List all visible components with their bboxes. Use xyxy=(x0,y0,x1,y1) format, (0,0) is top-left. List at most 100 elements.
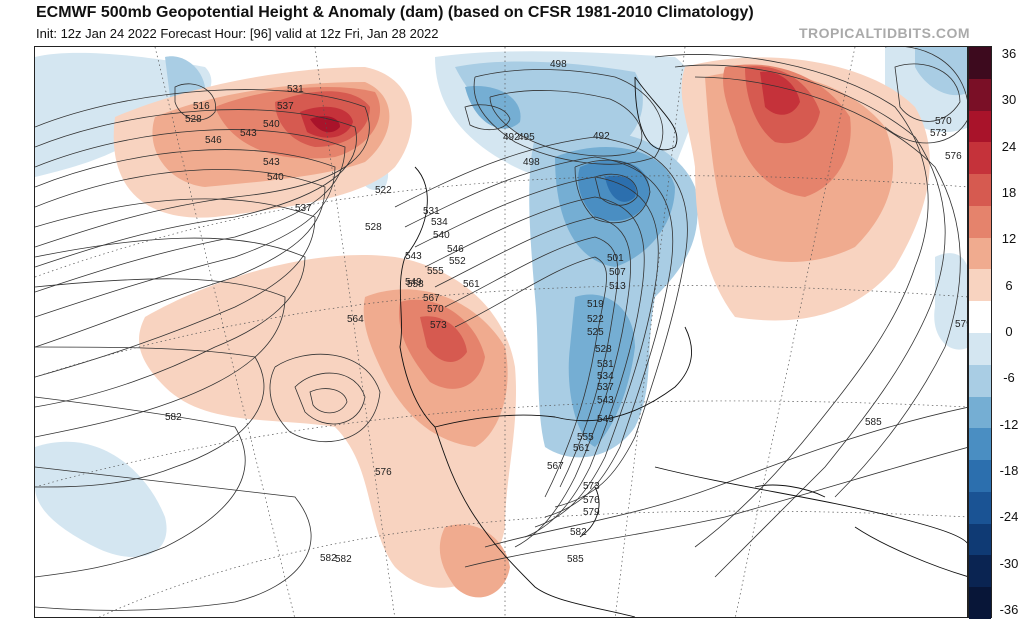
colorbar-swatch xyxy=(969,174,991,207)
contour-height-label: 582 xyxy=(570,527,587,538)
contour-height-label: 519 xyxy=(587,299,604,310)
contour-height-label: 576 xyxy=(375,467,392,478)
contour-height-label: 537 xyxy=(295,203,312,214)
colorbar-swatch xyxy=(969,269,991,302)
contour-height-label: 582 xyxy=(320,553,337,564)
contour-height-label: 546 xyxy=(447,244,464,255)
contour-height-label: 498 xyxy=(523,157,540,168)
colorbar-tick-label: 0 xyxy=(1005,324,1013,339)
contour-height-label: 525 xyxy=(587,327,604,338)
contour-height-label: 561 xyxy=(573,443,590,454)
contour-height-label: 507 xyxy=(609,267,626,278)
contour-height-label: 549 xyxy=(597,414,614,425)
colorbar-swatch xyxy=(969,237,991,270)
map-panel: 516 528 546 543 531 537 540 543 540 537 522 528 531 5… xyxy=(34,46,968,618)
colorbar-swatch xyxy=(969,523,991,556)
colorbar-swatch xyxy=(969,396,991,429)
contour-height-label: 585 xyxy=(567,554,584,565)
contour-height-label: 495 xyxy=(518,132,535,143)
contour-height-label: 543 xyxy=(405,251,422,262)
contour-height-label: 555 xyxy=(427,266,444,277)
contour-height-label: 537 xyxy=(277,101,294,112)
contour-height-label: 531 xyxy=(597,359,614,370)
contour-height-label: 522 xyxy=(587,314,604,325)
map-title: ECMWF 500mb Geopotential Height & Anomal… xyxy=(36,4,754,21)
contour-height-label: 537 xyxy=(597,382,614,393)
contour-height-label: 528 xyxy=(365,222,382,233)
colorbar-swatch xyxy=(969,364,991,398)
colorbar-swatch xyxy=(969,78,991,112)
contour-height-label: 582 xyxy=(335,554,352,565)
contour-height-label: 540 xyxy=(267,172,284,183)
colorbar-tick-label: 12 xyxy=(1001,231,1017,247)
colorbar-tick-label: -36 xyxy=(999,602,1019,617)
colorbar-tick-label: 18 xyxy=(1001,185,1017,200)
colorbar xyxy=(968,46,992,620)
contour-height-label: 528 xyxy=(595,344,612,355)
contour-height-label: 516 xyxy=(193,101,210,112)
contour-height-label: 570 xyxy=(427,304,444,315)
contour-height-label: 534 xyxy=(431,217,448,228)
map-subtitle: Init: 12z Jan 24 2022 Forecast Hour: [96… xyxy=(36,26,439,41)
contour-height-label: 573 xyxy=(430,320,447,331)
colorbar-swatch xyxy=(969,205,991,239)
contour-height-label: 513 xyxy=(609,281,626,292)
brand-watermark: TROPICALTIDBITS.COM xyxy=(798,25,970,41)
contour-height-label: 528 xyxy=(185,114,202,125)
contour-height-label: 552 xyxy=(449,256,466,267)
contour-height-label: 576 xyxy=(583,495,600,506)
coastlines xyxy=(399,76,967,617)
contour-height-label: 522 xyxy=(375,185,392,196)
colorbar-tick-label: -6 xyxy=(1003,370,1015,386)
contour-labels: 5165285465435315375405435405375225285315… xyxy=(165,59,968,565)
map-canvas: 5165285465435315375405435405375225285315… xyxy=(35,47,968,617)
colorbar-swatch xyxy=(969,142,991,175)
contour-height-label: 564 xyxy=(347,314,364,325)
contour-height-label: 498 xyxy=(550,59,567,70)
colorbar-tick-label: -30 xyxy=(999,555,1019,571)
colorbar-swatch xyxy=(969,491,991,525)
contour-height-label: 558 xyxy=(407,279,424,290)
contour-height-label: 492 xyxy=(503,132,520,143)
colorbar-tick-label: 30 xyxy=(1001,92,1017,108)
contour-height-label: 540 xyxy=(263,119,280,130)
contour-height-label: 570 xyxy=(935,116,952,127)
contour-height-label: 585 xyxy=(865,417,882,428)
contour-height-label: 579 xyxy=(955,319,968,330)
contour-height-label: 561 xyxy=(463,279,480,290)
contour-height-label: 567 xyxy=(423,293,440,304)
contour-height-label: 579 xyxy=(583,507,600,518)
contour-height-label: 576 xyxy=(945,151,962,162)
colorbar-tick-label: -12 xyxy=(999,416,1019,432)
colorbar-tick-label: 24 xyxy=(1001,138,1017,154)
contour-height-label: 543 xyxy=(240,128,257,139)
contour-height-label: 534 xyxy=(597,371,614,382)
colorbar-swatch xyxy=(969,333,991,366)
colorbar-tick-label: -24 xyxy=(999,509,1019,525)
contour-height-label: 546 xyxy=(205,135,222,146)
colorbar-swatch xyxy=(969,47,991,80)
graticule xyxy=(35,47,967,617)
contour-height-label: 492 xyxy=(593,131,610,142)
colorbar-tick-label: 6 xyxy=(1005,277,1013,293)
colorbar-swatch xyxy=(969,587,991,620)
contour-height-label: 573 xyxy=(583,481,600,492)
contour-height-label: 543 xyxy=(263,157,280,168)
height-contours xyxy=(35,47,967,611)
contour-height-label: 573 xyxy=(930,128,947,139)
contour-height-label: 567 xyxy=(547,461,564,472)
contour-height-label: 501 xyxy=(607,253,624,264)
contour-height-label: 543 xyxy=(597,395,614,406)
contour-height-label: 555 xyxy=(577,432,594,443)
contour-height-label: 531 xyxy=(287,84,304,95)
colorbar-swatch xyxy=(969,555,991,588)
positive-anomaly-shading xyxy=(113,57,930,598)
colorbar-swatch xyxy=(969,460,991,493)
colorbar-swatch xyxy=(969,301,991,334)
contour-height-label: 582 xyxy=(165,412,182,423)
colorbar-tick-label: -18 xyxy=(999,463,1019,478)
colorbar-swatch xyxy=(969,428,991,461)
colorbar-tick-label: 36 xyxy=(1001,46,1017,61)
contour-height-label: 549 xyxy=(405,277,422,288)
contour-height-label: 531 xyxy=(423,206,440,217)
